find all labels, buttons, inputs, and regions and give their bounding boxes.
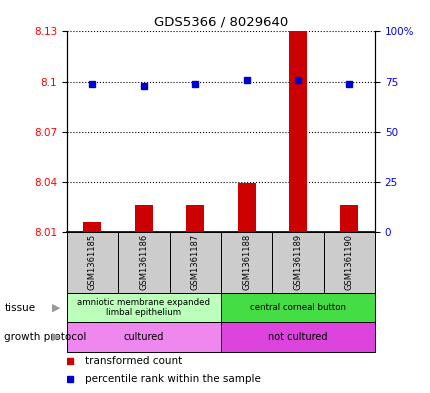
- Text: not cultured: not cultured: [267, 332, 327, 342]
- Bar: [272, 232, 323, 293]
- Bar: [220, 293, 374, 322]
- Text: GSM1361185: GSM1361185: [88, 234, 97, 290]
- Bar: [67, 293, 221, 322]
- Bar: [118, 232, 169, 293]
- Text: ▶: ▶: [52, 332, 60, 342]
- Text: amniotic membrane expanded
limbal epithelium: amniotic membrane expanded limbal epithe…: [77, 298, 210, 317]
- Bar: [220, 322, 374, 352]
- Bar: [323, 232, 374, 293]
- Text: GSM1361188: GSM1361188: [242, 234, 251, 290]
- Bar: [83, 222, 101, 232]
- Bar: [220, 232, 272, 293]
- Text: GSM1361189: GSM1361189: [293, 234, 302, 290]
- Text: growth protocol: growth protocol: [4, 332, 86, 342]
- Text: GSM1361186: GSM1361186: [139, 234, 148, 290]
- Text: tissue: tissue: [4, 303, 35, 312]
- Bar: [67, 322, 221, 352]
- Bar: [135, 205, 153, 232]
- Text: cultured: cultured: [123, 332, 164, 342]
- Text: transformed count: transformed count: [85, 356, 182, 367]
- Bar: [340, 205, 357, 232]
- Text: GSM1361187: GSM1361187: [190, 234, 199, 290]
- Text: central corneal button: central corneal button: [249, 303, 345, 312]
- Text: GSM1361190: GSM1361190: [344, 234, 353, 290]
- Bar: [288, 31, 306, 232]
- Text: percentile rank within the sample: percentile rank within the sample: [85, 374, 261, 384]
- Bar: [237, 184, 255, 232]
- Title: GDS5366 / 8029640: GDS5366 / 8029640: [154, 16, 287, 29]
- Text: ▶: ▶: [52, 303, 60, 312]
- Bar: [169, 232, 220, 293]
- Bar: [67, 232, 118, 293]
- Bar: [186, 205, 204, 232]
